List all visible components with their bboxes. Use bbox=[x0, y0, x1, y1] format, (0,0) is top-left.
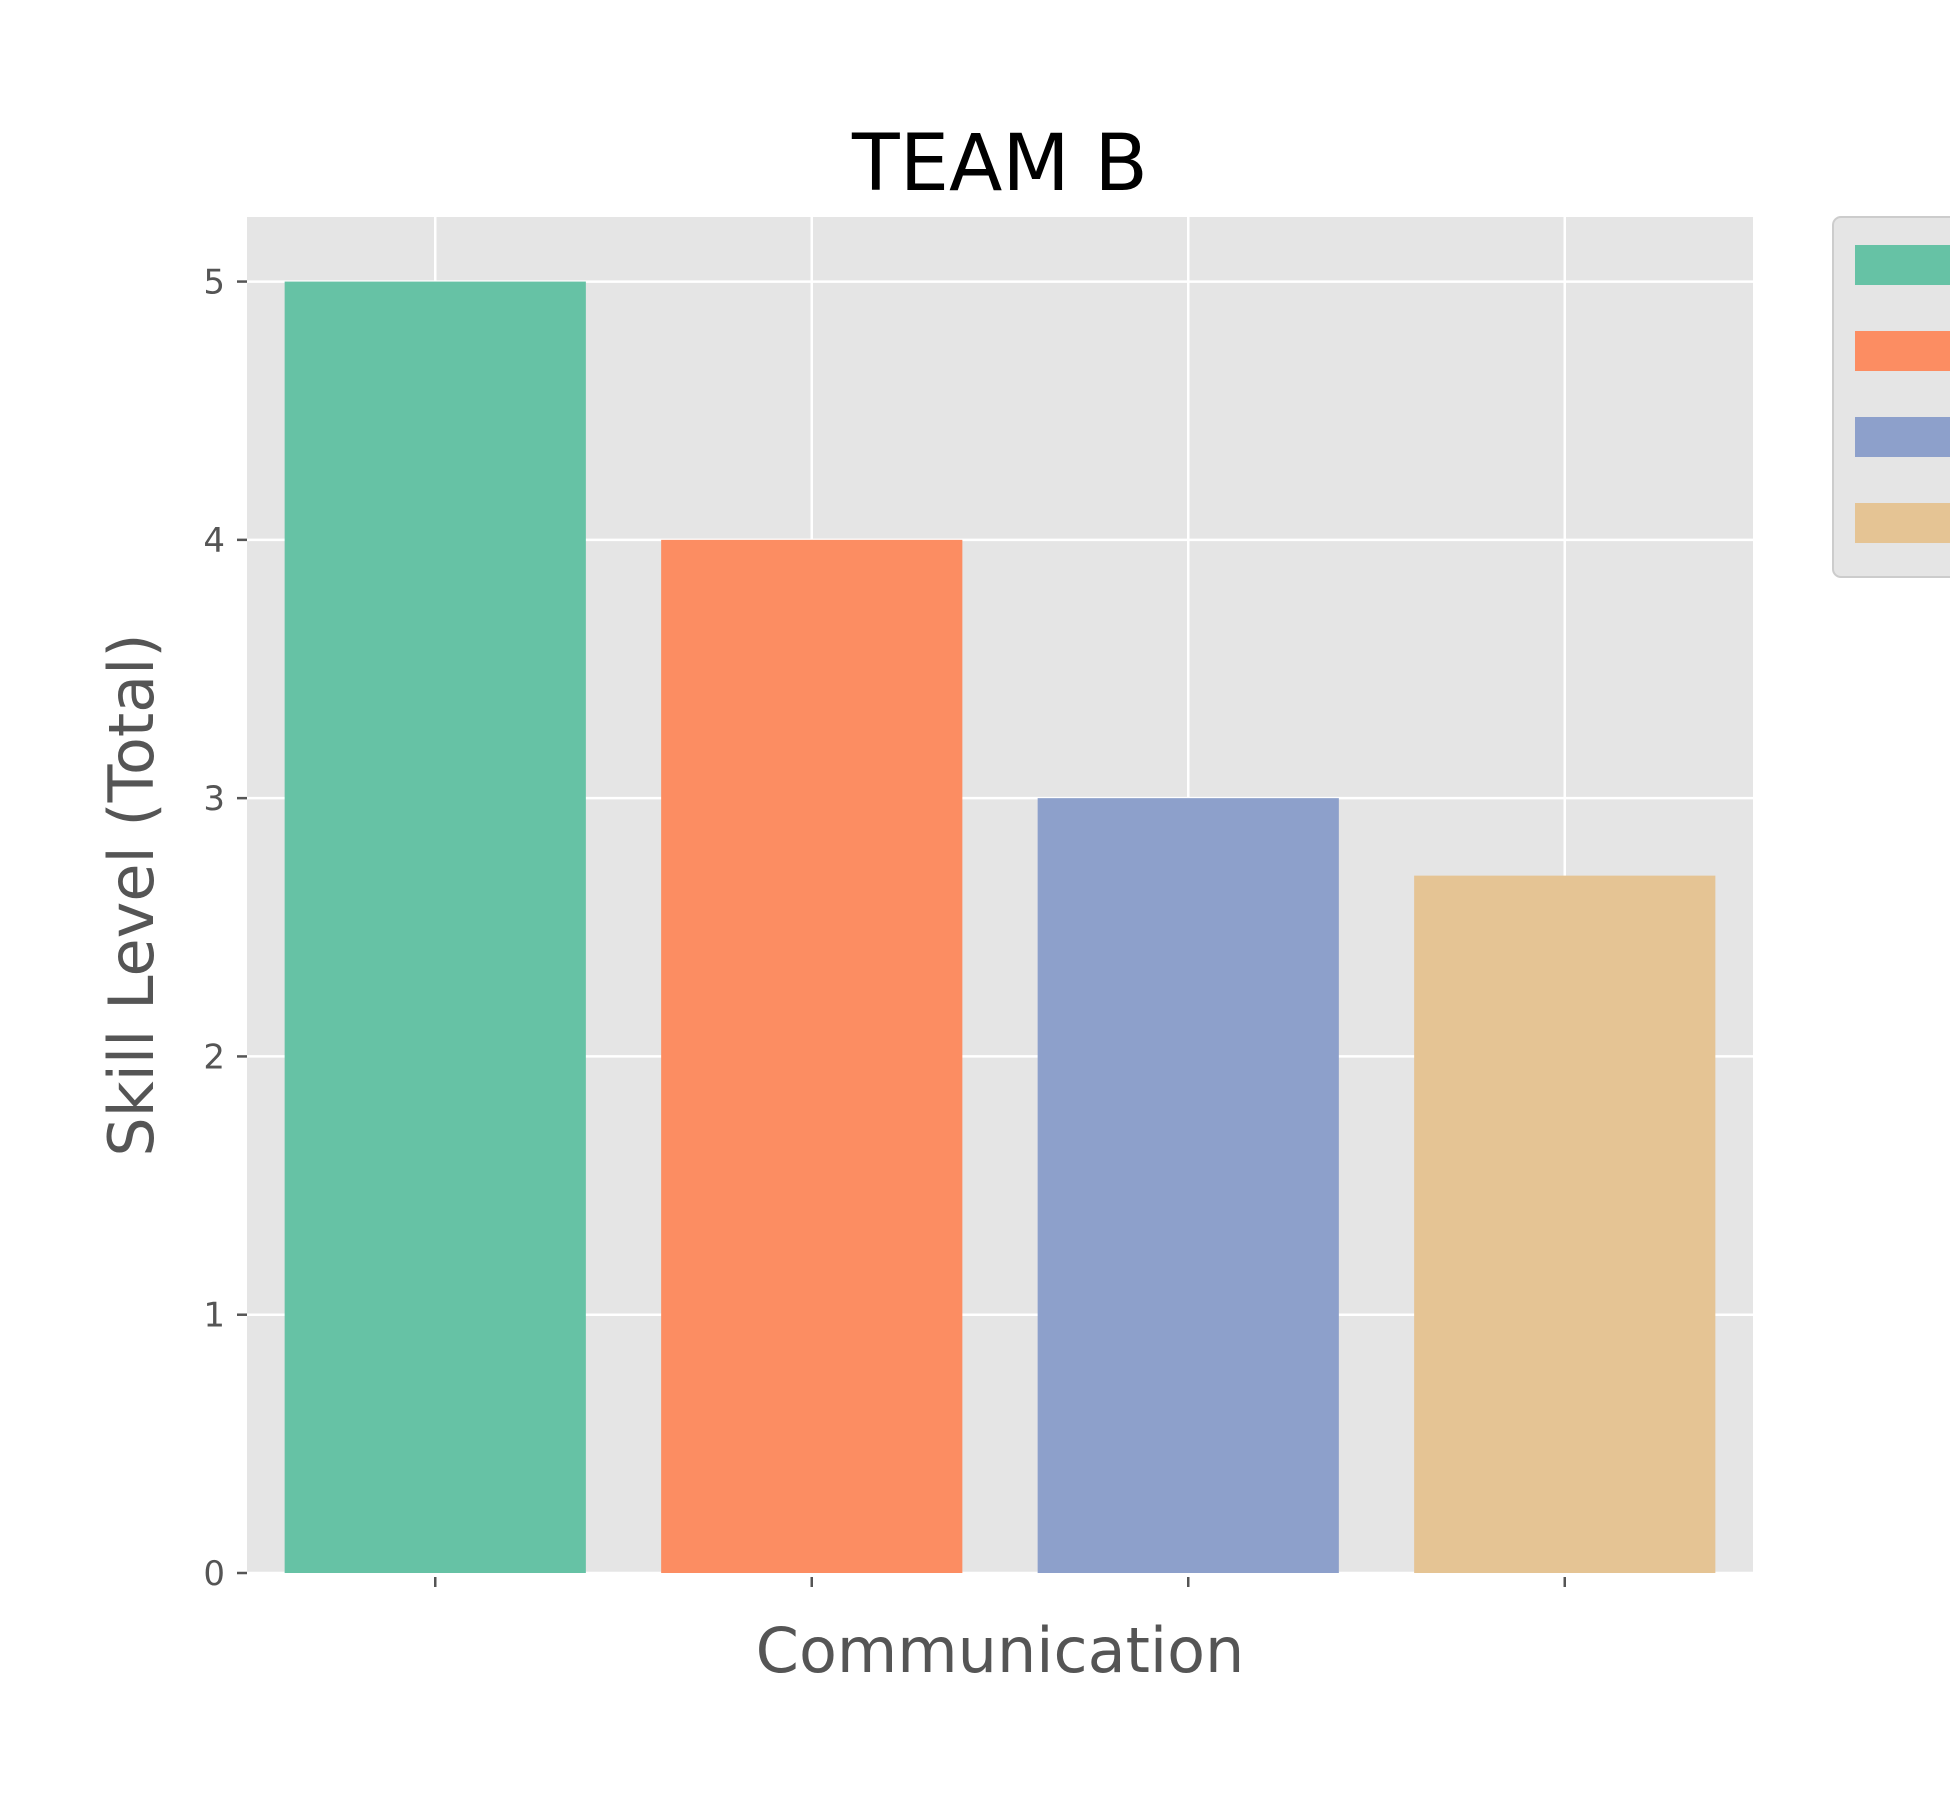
y-tick-label: 2 bbox=[203, 1037, 225, 1077]
y-tick-label: 1 bbox=[203, 1296, 225, 1336]
legend-swatch bbox=[1855, 331, 1950, 371]
bar bbox=[661, 539, 963, 1573]
chart-title: TEAM B bbox=[851, 119, 1148, 209]
legend bbox=[1832, 216, 1950, 578]
legend-frame bbox=[1832, 216, 1950, 578]
bars bbox=[284, 281, 1716, 1574]
y-tick-label: 3 bbox=[203, 779, 225, 819]
y-tick-label: 0 bbox=[203, 1554, 225, 1594]
x-axis-label: Communication bbox=[756, 1614, 1245, 1687]
y-axis-ticks: 0 1 2 3 4 5 bbox=[203, 263, 247, 1594]
x-axis-ticks bbox=[434, 1577, 1566, 1587]
legend-swatch bbox=[1855, 503, 1950, 543]
y-tick-label: 4 bbox=[203, 521, 225, 561]
y-tick-label: 5 bbox=[203, 263, 225, 303]
legend-swatches bbox=[1855, 245, 1950, 543]
bar bbox=[1037, 798, 1339, 1573]
bar bbox=[1414, 875, 1716, 1573]
legend-swatch bbox=[1855, 417, 1950, 457]
y-axis-label: Skill Level (Total) bbox=[95, 633, 168, 1156]
bar bbox=[284, 281, 586, 1574]
legend-swatch bbox=[1855, 245, 1950, 285]
